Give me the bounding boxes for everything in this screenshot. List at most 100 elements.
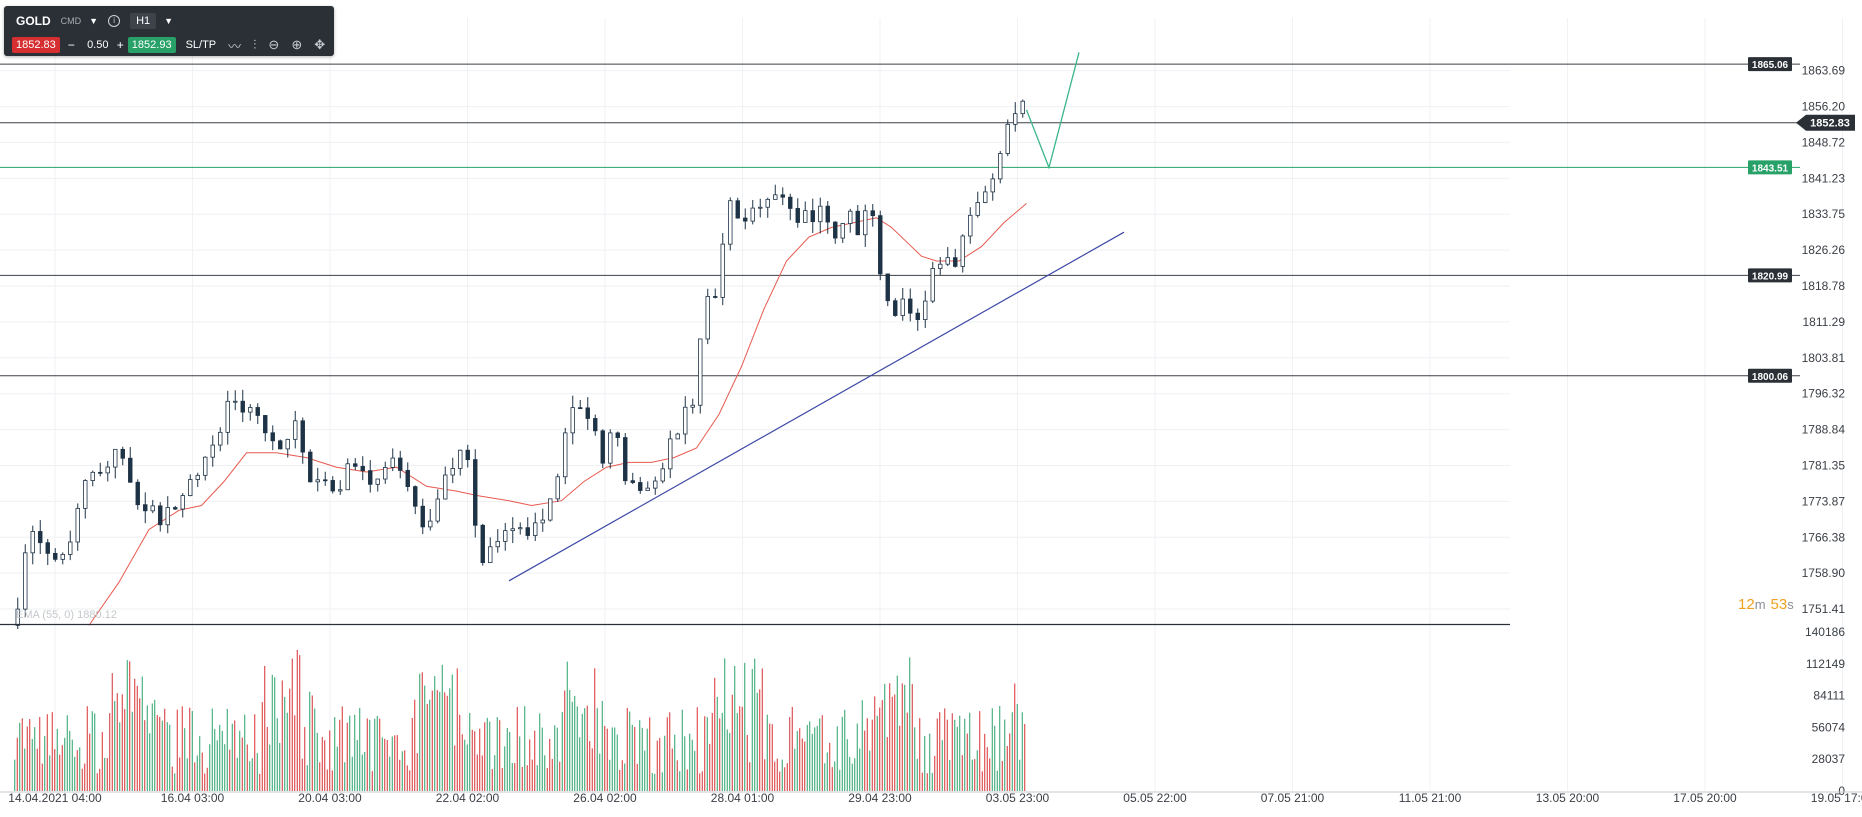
candle-body (570, 407, 575, 434)
zoom-out-icon[interactable]: ⊖ (268, 37, 280, 52)
candle-body (135, 481, 140, 506)
volume-input[interactable]: 0.50 (87, 39, 109, 51)
candle-body (345, 463, 350, 491)
projection-path (1025, 52, 1080, 170)
candle-body (690, 404, 695, 408)
candle-body (60, 554, 65, 560)
price-tick-label: 1781.35 (1802, 458, 1846, 472)
toolbar-row-symbol: GOLD CMD ▼ i H1 ▼ (4, 10, 173, 32)
candle-body (900, 298, 905, 316)
projection-line[interactable] (1025, 52, 1080, 170)
level-tag (1748, 368, 1792, 383)
candle-body (1005, 123, 1010, 154)
candle-body (240, 400, 245, 413)
price-tick-label: 1826.26 (1802, 243, 1846, 257)
axes: 1863.69 1856.20 1848.72 1841.23 1833.75 1826.… (0, 64, 1862, 805)
candle-body (803, 210, 808, 223)
current-price-label: 1852.83 (1810, 118, 1850, 130)
candle-body (818, 205, 823, 223)
ema-path (88, 203, 1027, 626)
increase-volume-button[interactable]: + (116, 38, 124, 52)
sltp-button[interactable]: SL/TP (185, 39, 217, 51)
trendline[interactable] (508, 231, 1125, 582)
volume-tick-label: 112149 (1806, 657, 1845, 671)
price-tick-label: 1848.72 (1802, 135, 1846, 149)
candle-body (915, 312, 920, 320)
candle-body (98, 471, 103, 474)
candle-body (23, 552, 28, 610)
sell-button[interactable]: 1852.83 (12, 37, 60, 53)
candle-body (368, 470, 373, 485)
candle-body (323, 479, 328, 482)
candle-body (375, 478, 380, 485)
candle-body (173, 507, 178, 510)
chart-type-icon[interactable]: 〰 (228, 38, 242, 54)
candle-body (630, 480, 635, 483)
zoom-in-icon[interactable]: ⊕ (291, 37, 303, 52)
candle-body (308, 451, 313, 483)
candle-body (1020, 100, 1025, 115)
candle-body (795, 208, 800, 223)
candle-body (83, 480, 88, 509)
instrument-type: CMD (60, 16, 82, 26)
candle-timer: 12m 53s (1738, 596, 1794, 613)
candle-body (998, 153, 1003, 180)
time-tick-label: 11.05 21:00 (1399, 791, 1462, 805)
time-tick-label: 26.04 02:00 (573, 791, 637, 805)
price-tick-label: 1811.29 (1803, 315, 1846, 329)
candle-body (353, 463, 358, 467)
horizontal-levels[interactable] (0, 63, 1800, 377)
candle-body (578, 407, 583, 410)
candle-body (263, 415, 268, 434)
info-icon[interactable]: i (108, 15, 121, 27)
candle-body (870, 210, 875, 217)
candle-body (53, 552, 58, 560)
timer-s: s (1787, 597, 1794, 612)
candle-body (885, 273, 890, 302)
candle-body (1013, 113, 1018, 125)
candle-body (938, 263, 943, 269)
candle-body (390, 457, 395, 468)
volume-tick-label: 56074 (1812, 720, 1846, 734)
support-trendline (508, 231, 1125, 582)
candle-body (750, 207, 755, 222)
candle-body (203, 456, 208, 476)
buy-button[interactable]: 1852.93 (127, 37, 176, 53)
candle-body (848, 210, 853, 224)
timer-seconds: 53 (1771, 596, 1788, 613)
price-tick-label: 1766.38 (1802, 530, 1846, 544)
chevron-down-icon[interactable]: ▼ (89, 16, 99, 26)
candle-body (660, 468, 665, 482)
candle-body (158, 505, 163, 526)
level-tag (1748, 57, 1792, 72)
candle-body (788, 196, 793, 209)
decrease-volume-button[interactable]: − (67, 38, 75, 52)
candle-body (218, 431, 223, 446)
candle-body (780, 194, 785, 198)
candle-body (608, 432, 613, 464)
volume-bars (14, 649, 1026, 791)
candle-body (825, 205, 830, 223)
symbol-name[interactable]: GOLD (16, 14, 51, 28)
candle-body (30, 531, 35, 554)
time-tick-label: 05.05 22:00 (1123, 791, 1187, 805)
timeframe-selector[interactable]: H1 (130, 13, 157, 29)
candle-body (225, 400, 230, 433)
indicators-icon[interactable]: ⫶ (253, 37, 257, 52)
candle-body (68, 541, 73, 555)
candle-body (510, 528, 515, 532)
candle-body (983, 191, 988, 203)
candle-body (488, 546, 493, 564)
level-tag (1748, 268, 1792, 283)
candle-body (450, 468, 455, 476)
candle-body (338, 489, 343, 492)
candle-body (278, 440, 283, 450)
price-tick-label: 1773.87 (1802, 494, 1846, 508)
crosshair-icon[interactable]: ✥ (314, 37, 326, 52)
candle-body (855, 210, 860, 236)
timeframe-chevron-down-icon[interactable]: ▼ (164, 16, 174, 26)
candle-body (645, 487, 650, 491)
candle-body (960, 235, 965, 267)
